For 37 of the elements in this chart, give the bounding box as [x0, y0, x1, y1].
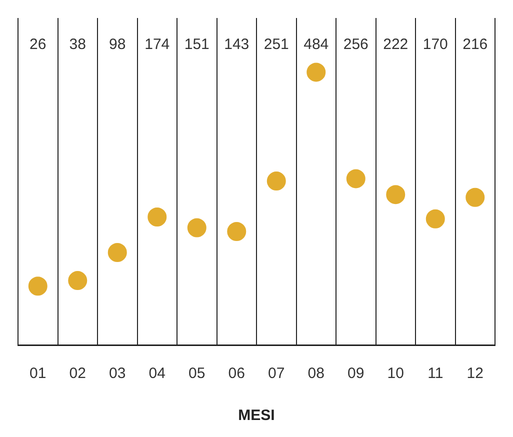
x-tick-label: 05	[188, 365, 206, 382]
data-label: 26	[30, 36, 46, 54]
point	[28, 276, 48, 296]
x-tick-label: 09	[348, 365, 364, 382]
x-axis-title: MESI	[238, 407, 275, 424]
point	[148, 208, 167, 227]
point	[227, 222, 246, 241]
point	[306, 62, 326, 82]
data-label: 216	[462, 36, 488, 54]
x-tick-label: 01	[30, 365, 46, 382]
point	[466, 188, 485, 207]
point	[426, 209, 445, 228]
data-label: 222	[383, 36, 408, 54]
x-tick-label: 12	[466, 365, 484, 382]
x-tick-label: 03	[109, 365, 126, 382]
point	[68, 271, 88, 290]
point	[386, 185, 406, 204]
x-tick-label: 06	[228, 365, 245, 382]
x-tick-label: 07	[268, 365, 285, 382]
data-label: 484	[304, 36, 329, 54]
data-label: 38	[69, 36, 86, 54]
data-label: 256	[343, 36, 368, 54]
x-tick-label: 08	[308, 365, 324, 382]
x-tick-label: 10	[387, 365, 404, 382]
data-label: 174	[144, 36, 170, 54]
x-tick-label: 04	[148, 365, 166, 382]
x-tick-label: 11	[428, 365, 444, 382]
data-label: 170	[422, 36, 448, 54]
point	[187, 218, 206, 238]
point	[266, 172, 286, 191]
x-tick-label: 02	[69, 365, 86, 382]
data-label: 251	[264, 36, 289, 54]
point	[346, 169, 366, 188]
data-label: 151	[184, 36, 210, 54]
data-label: 98	[109, 36, 126, 54]
data-label: 143	[224, 36, 250, 54]
point	[108, 243, 127, 262]
